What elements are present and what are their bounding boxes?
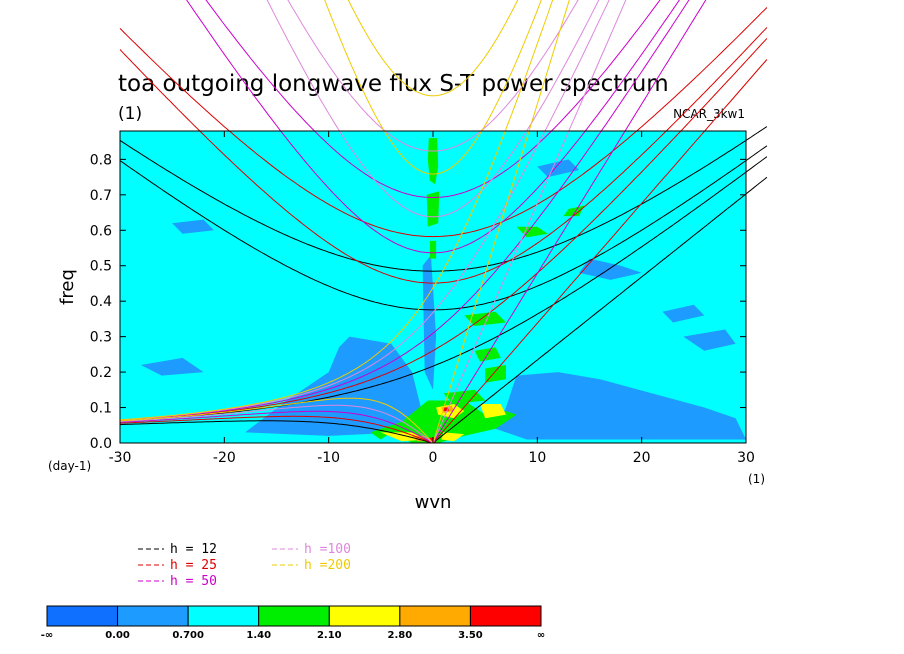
x-tick-label: 0 <box>429 450 438 466</box>
colorbar-label: -∞ <box>41 630 53 641</box>
y-tick-label: 0.0 <box>90 436 112 452</box>
mrg-curve-h100 <box>119 0 610 421</box>
contour-region-11 <box>429 240 437 259</box>
contour-region-12 <box>516 226 548 238</box>
contour-region-20 <box>479 404 506 419</box>
y-tick-label: 0.8 <box>90 152 112 168</box>
legend-label: h = 25 <box>170 558 217 573</box>
contour-region-5 <box>140 357 204 376</box>
colorbar: -∞ 0.00 0.700 1.40 2.10 2.80 3.50 ∞ <box>41 605 545 641</box>
legend-label: h = 50 <box>170 574 217 589</box>
y-unit-label: (day-1) <box>48 459 91 473</box>
chart-title: toa outgoing longwave flux S-T power spe… <box>118 71 669 97</box>
x-tick-label: 30 <box>737 450 755 466</box>
contour-region-7 <box>662 304 705 323</box>
mrg-curve-h25 <box>119 38 768 422</box>
axis-ticks: -30 -20 -10 0 10 20 30 0.0 0.1 0.2 0.3 0.4 0.5 0.6 0.7… <box>90 131 755 466</box>
colorbar-label: ∞ <box>537 630 545 641</box>
contour-region-3 <box>579 258 642 280</box>
chart-subtitle: (1) <box>118 104 142 124</box>
x-axis-label: wvn <box>415 492 452 513</box>
colorbar-label: 0.00 <box>105 630 130 641</box>
mrg-curve-h12 <box>119 156 768 422</box>
colorbar-swatch <box>469 605 542 627</box>
y-tick-label: 0.7 <box>90 188 112 204</box>
colorbar-swatch <box>258 605 330 627</box>
ig1-curve-h50 <box>186 0 680 254</box>
dispersion-curves <box>119 0 768 444</box>
colorbar-label: 2.80 <box>388 630 413 641</box>
colorbar-swatch <box>46 605 119 627</box>
x-tick-label: 20 <box>633 450 651 466</box>
contour-region-4 <box>683 329 736 351</box>
kelvin-curve-h12 <box>432 176 768 444</box>
kelvin-curve-h25 <box>432 59 768 444</box>
contour-region-8 <box>537 159 580 178</box>
mrg-curve-h50 <box>119 0 690 421</box>
kelvin-curve-h100 <box>432 0 627 444</box>
ig2-curve-h100 <box>287 0 579 152</box>
x-tick-label: -20 <box>213 450 236 466</box>
colorbar-swatch <box>187 605 260 627</box>
y-tick-label: 0.2 <box>90 365 112 381</box>
x-tick-label: -30 <box>109 450 132 466</box>
x-tick-label: 10 <box>528 450 546 466</box>
contour-region-10 <box>426 191 440 227</box>
kelvin-curve-h50 <box>432 0 707 444</box>
colorbar-label: 3.50 <box>458 630 483 641</box>
y-tick-label: 0.3 <box>90 330 112 346</box>
ig1-curve-h12 <box>119 145 768 311</box>
colorbar-swatch <box>328 605 401 627</box>
y-tick-label: 0.5 <box>90 259 112 275</box>
y-axis-label: freq <box>57 269 78 305</box>
y-tick-label: 0.4 <box>90 294 112 310</box>
er1-curve-h25 <box>119 415 434 444</box>
contour-region-22 <box>441 432 465 442</box>
x-tick-label: -10 <box>317 450 340 466</box>
colorbar-label: 0.700 <box>172 630 204 641</box>
contour-region-16 <box>485 365 506 383</box>
contour-region-13 <box>563 205 585 217</box>
y-tick-label: 0.6 <box>90 223 112 239</box>
x-unit-label: (1) <box>748 472 765 486</box>
ig1-curve-h100 <box>266 0 600 218</box>
y-tick-label: 0.1 <box>90 401 112 417</box>
contour-region-18 <box>370 400 517 443</box>
er1-curve-h200 <box>119 397 434 444</box>
er1-curve-h100 <box>119 404 434 444</box>
mrg-curve-h200 <box>119 0 554 421</box>
contour-region-14 <box>464 311 506 326</box>
contour-region-6 <box>172 219 214 234</box>
contour-region-2 <box>495 372 746 440</box>
kelvin-curve-h200 <box>432 0 570 444</box>
ig2-curve-h12 <box>119 126 768 272</box>
colorbar-swatch <box>117 605 189 627</box>
er1-curve-h50 <box>119 410 434 444</box>
ig1-curve-h200 <box>324 0 542 175</box>
ig1-curve-h25 <box>119 27 768 284</box>
model-label: NCAR_3kw1 <box>673 107 745 121</box>
colorbar-swatch <box>399 605 471 627</box>
legend-label: h = 12 <box>170 542 217 557</box>
ig2-curve-h25 <box>119 7 768 238</box>
er1-curve-h12 <box>119 420 434 444</box>
contour-region-17 <box>443 389 486 404</box>
colorbar-label: 2.10 <box>317 630 342 641</box>
contour-region-9 <box>427 138 439 185</box>
ig2-curve-h50 <box>205 0 661 198</box>
ig2-curve-h200 <box>347 0 519 97</box>
legend-label: h =100 <box>304 542 351 557</box>
legend-label: h =200 <box>304 558 351 573</box>
colorbar-label: 1.40 <box>246 630 271 641</box>
